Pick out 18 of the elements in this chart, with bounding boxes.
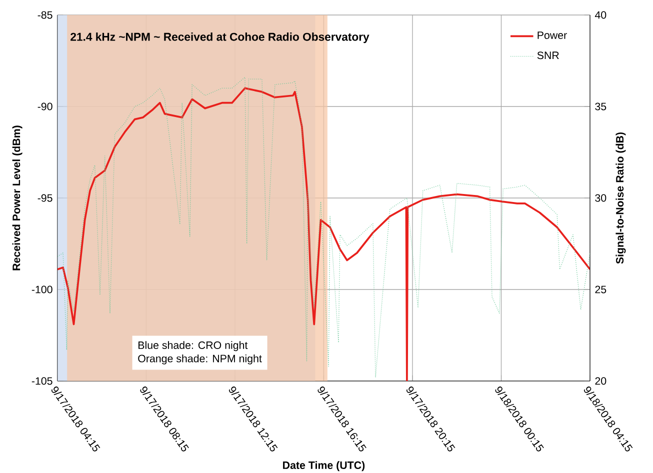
y2-tick-label: 20 bbox=[595, 377, 606, 385]
annotation: Orange shade: NPM night bbox=[138, 354, 262, 364]
y2-tick-label: 25 bbox=[595, 286, 606, 294]
y-tick-label: -90 bbox=[38, 102, 52, 110]
x-axis-title: Date Time (UTC) bbox=[283, 461, 365, 472]
y2-tick-label: 40 bbox=[594, 11, 606, 19]
legend-label: SNR bbox=[537, 52, 559, 60]
y-tick-label: -85 bbox=[38, 11, 52, 19]
y2-tick-label: 30 bbox=[595, 194, 606, 202]
annotation: Blue shade: CRO night bbox=[138, 341, 248, 352]
y2-tick-label: 35 bbox=[595, 102, 606, 110]
y-tick-label: -105 bbox=[32, 377, 52, 385]
y-tick-label: -95 bbox=[38, 194, 52, 202]
y-tick-label: -100 bbox=[32, 286, 52, 294]
legend-label: Power bbox=[538, 32, 567, 40]
y2-axis-title: Signal-to-Noise Ratio (dB) bbox=[616, 132, 626, 264]
text: 21.4 kHz ~NPM ~ Received at Cohoe Radio Observatory bbox=[70, 32, 370, 44]
y-axis-title: Received Power Level (dBm) bbox=[12, 126, 22, 270]
